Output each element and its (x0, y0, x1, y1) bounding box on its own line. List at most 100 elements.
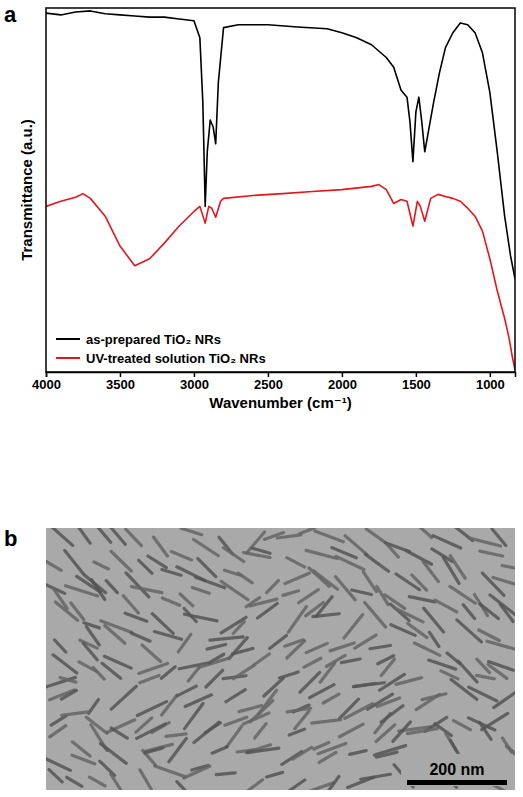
nanorod (310, 685, 334, 698)
nanorod (46, 677, 76, 687)
nanorod (479, 630, 499, 640)
nanorod (299, 590, 319, 603)
nanorod (323, 694, 339, 703)
nanorod (123, 596, 138, 613)
nanorod (277, 535, 301, 538)
nanorod (171, 552, 191, 560)
nanorod (409, 597, 435, 602)
nanorod (450, 586, 475, 603)
nanorod (377, 698, 399, 707)
nanorod (111, 551, 131, 571)
nanorod (433, 536, 461, 548)
nanorod (318, 743, 346, 753)
nanorod (267, 581, 279, 593)
nanorod (487, 641, 515, 650)
nanorod (161, 667, 175, 679)
x-tick-label: 3500 (106, 377, 135, 392)
nanorod (238, 573, 252, 583)
x-tick-label: 3000 (180, 377, 209, 392)
panel-letter: a (4, 2, 17, 27)
nanorod (233, 622, 244, 634)
nanorod (374, 746, 405, 755)
nanorod (320, 663, 335, 682)
nanorod (248, 748, 279, 753)
nanorod (267, 772, 283, 777)
x-tick-label: 1000 (476, 377, 505, 392)
nanorod (396, 574, 420, 590)
x-tick-label: 2500 (254, 377, 283, 392)
legend-swatch (56, 338, 80, 340)
x-tick: 2500 (254, 372, 283, 392)
nanorod (89, 700, 99, 714)
nanorod (381, 659, 394, 675)
nanorod (192, 587, 209, 593)
legend-swatch (56, 357, 80, 359)
nanorod (243, 780, 263, 790)
nanorod (285, 573, 309, 583)
nanorod (162, 570, 181, 576)
nanorod (287, 641, 305, 658)
nanorod (480, 604, 498, 619)
nanorod (212, 747, 227, 753)
nanorod (181, 528, 202, 535)
nanorod (313, 614, 339, 617)
nanorod (177, 782, 189, 790)
nanorod (198, 559, 216, 577)
nanorod (345, 536, 367, 555)
nanorod (102, 663, 121, 678)
nanorod (166, 734, 186, 736)
nanorod (210, 637, 243, 640)
nanorod (221, 581, 248, 599)
nanorod (93, 668, 104, 680)
nanorod (469, 538, 501, 546)
tem-image (46, 528, 515, 790)
nanorod (370, 645, 390, 648)
nanorod (435, 600, 457, 612)
legend-label: as-prepared TiO₂ NRs (86, 332, 221, 347)
plot-lines (46, 11, 515, 370)
nanorod (184, 766, 210, 778)
nanorod (145, 748, 163, 753)
nanorod (98, 528, 111, 542)
nanorod (221, 617, 246, 633)
nanorod (105, 626, 125, 644)
nanorod (458, 661, 477, 682)
tem-background (46, 528, 515, 790)
nanorod (107, 720, 135, 732)
nanorod (312, 720, 341, 723)
x-axis-title: Wavenumber (cm⁻¹) (209, 394, 351, 411)
nanorod (336, 556, 364, 569)
nanorod (229, 638, 247, 659)
nanorod (469, 687, 497, 701)
figure: a4000350030002500200015001000Wavenumber … (0, 0, 523, 797)
nanorod (140, 770, 151, 789)
nanorod (65, 551, 84, 575)
nanorod (140, 675, 159, 682)
nanorod (177, 686, 196, 695)
nanorod (60, 678, 76, 683)
nanorod (239, 706, 262, 712)
nanorod (289, 729, 304, 735)
nanorod (288, 607, 306, 632)
nanorod (279, 672, 298, 678)
nanorod (345, 704, 373, 719)
nanorod (47, 528, 72, 545)
nanorod (423, 562, 438, 582)
nanorod (480, 722, 491, 739)
nanorod (73, 528, 90, 543)
nanorod (233, 648, 253, 653)
nanorod (255, 724, 266, 738)
nanorod (105, 528, 126, 544)
nanorod (226, 726, 241, 746)
nanorod (350, 751, 366, 755)
nanorod (162, 598, 179, 605)
nanorod (422, 694, 446, 700)
nanorod (194, 722, 219, 742)
nanorod (393, 722, 411, 741)
scale-bar (407, 780, 507, 785)
nanorod (295, 711, 309, 729)
nanorod (309, 568, 329, 586)
nanorod (408, 623, 427, 637)
nanorod (184, 614, 217, 621)
nanorod (83, 644, 97, 660)
